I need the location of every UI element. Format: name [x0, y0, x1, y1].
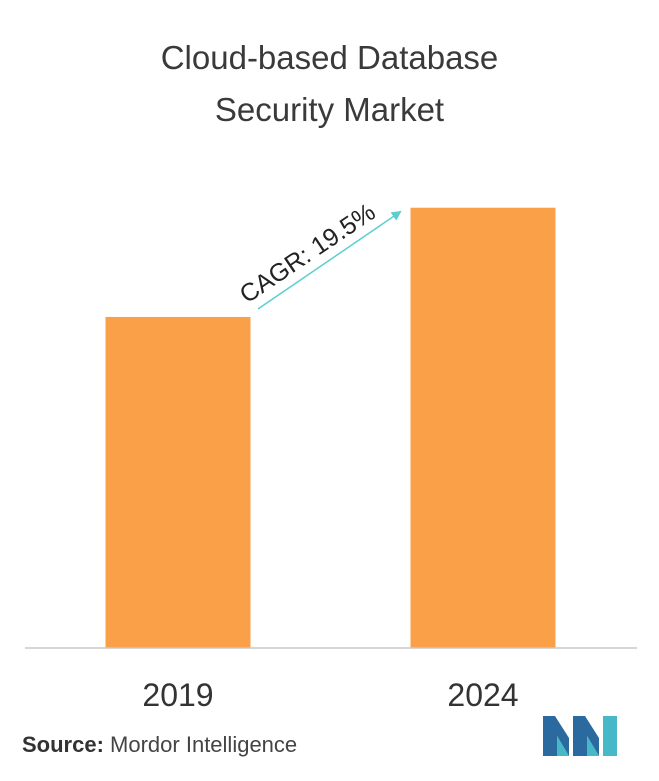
cagr-arrow [257, 210, 402, 310]
chart-title-line-1: Cloud-based Database [160, 39, 499, 76]
mordor-intelligence-logo-icon [543, 716, 617, 756]
x-tick-labels: 2019 2024 [142, 677, 518, 713]
source-note: Source: Mordor Intelligence [22, 732, 297, 758]
source-label: Source: [22, 732, 104, 757]
x-tick-label-2019: 2019 [142, 677, 213, 713]
bar-2019 [105, 316, 251, 648]
cagr-label: CAGR: 19.5% [235, 198, 381, 309]
source-text: Mordor Intelligence [110, 732, 298, 757]
chart-title: Cloud-based Database Security Market [0, 32, 659, 136]
bars-group [105, 207, 556, 649]
bar-2024 [410, 207, 556, 649]
chart-title-line-2: Security Market [214, 91, 445, 128]
x-tick-label-2024: 2024 [447, 677, 518, 713]
